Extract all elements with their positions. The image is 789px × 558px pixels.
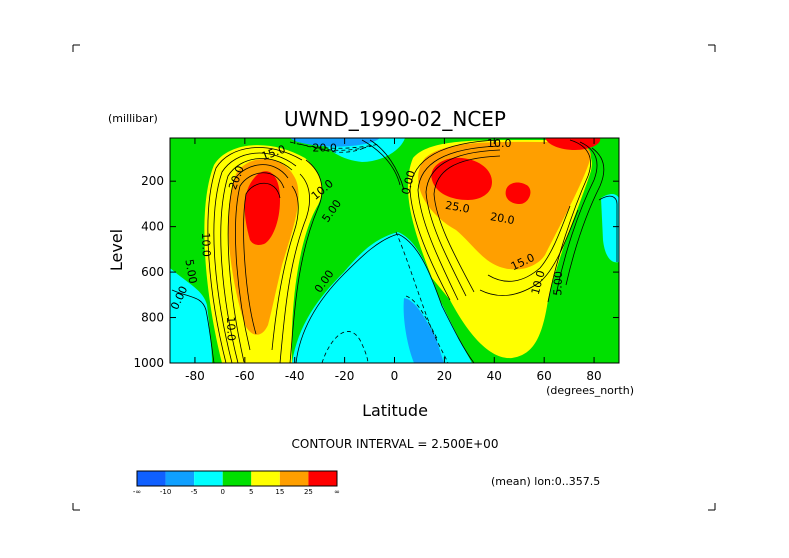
contour-line	[433, 155, 501, 293]
y-tick-label: 200	[141, 174, 164, 188]
contour-line-negative	[289, 141, 381, 149]
contour-value-label: 5.00	[551, 271, 565, 296]
contour-line	[171, 289, 215, 363]
contour-value-label: 20.0	[312, 142, 337, 155]
colorbar-swatch	[165, 471, 195, 486]
contour-value-label: 10.0	[529, 269, 548, 296]
footer-note: (mean) lon:0..357.5	[491, 475, 600, 488]
y-tick-label: 400	[141, 220, 164, 234]
colorbar-swatch	[279, 471, 309, 486]
nh-jet-red-small	[505, 182, 531, 204]
blue-region-equator	[403, 298, 444, 363]
x-tick-label: 40	[487, 369, 502, 383]
contour-line	[417, 145, 501, 301]
nh-jet-red-top	[545, 138, 601, 150]
x-tick-label: 80	[586, 369, 601, 383]
contour-line	[227, 164, 289, 363]
contour-line	[369, 139, 405, 191]
x-axis: -80 -60 -40 -20 0 20 40 60 80	[185, 138, 602, 383]
contour-value-label: 20.0	[489, 210, 515, 227]
contour-line	[289, 159, 323, 363]
contour-line-negative	[395, 231, 449, 363]
contour-interval-text: CONTOUR INTERVAL = 2.500E+00	[292, 437, 499, 451]
y-axis-title: Level	[107, 229, 126, 271]
x-tick-label: -80	[185, 369, 205, 383]
x-tick-label: 20	[437, 369, 452, 383]
contour-value-label: 10.0	[224, 316, 238, 341]
chart-title: UWND_1990-02_NCEP	[284, 107, 506, 131]
contour-line-negative	[311, 145, 365, 153]
contour-line	[220, 158, 293, 363]
contour-line	[565, 147, 605, 286]
contour-line	[361, 139, 401, 186]
contour-line	[425, 149, 501, 297]
colorbar-tick-label: ∞	[334, 488, 340, 496]
x-axis-title: Latitude	[362, 401, 428, 420]
crop-mark-top-right	[708, 44, 716, 52]
colorbar-tick-label: 25	[304, 488, 313, 496]
x-tick-label: -20	[335, 369, 355, 383]
x-tick-label: 60	[537, 369, 552, 383]
colorbar-swatch	[137, 471, 166, 486]
sh-jet-red	[244, 171, 280, 245]
contour-line	[271, 185, 299, 351]
contour-line	[555, 141, 598, 296]
colorbar-tick-label: 0	[220, 488, 224, 496]
colorbar-swatch	[308, 471, 337, 486]
colorbar-tick-label: 5	[249, 488, 253, 496]
contour-value-label: 10.0	[199, 232, 213, 257]
y-tick-label: 800	[141, 311, 164, 325]
crop-marks	[72, 44, 716, 511]
cyan-region-north-pole	[601, 194, 619, 263]
y-tick-label: 1000	[133, 356, 164, 370]
contour-line	[243, 182, 281, 335]
colorbar-frame	[136, 470, 338, 487]
x-tick-label: -40	[285, 369, 305, 383]
crop-mark-bottom-right	[708, 503, 716, 511]
x-tick-label: 0	[391, 369, 399, 383]
colorbar-tick-label: 15	[275, 488, 284, 496]
contour-line	[598, 195, 618, 262]
cyan-region-south-pole	[170, 268, 212, 363]
y-axis: 200 400 600 800 1000	[133, 174, 619, 370]
x-tick-label: -60	[235, 369, 255, 383]
contour-line	[235, 172, 285, 351]
nh-jet-red	[431, 157, 492, 200]
crop-mark-bottom-left	[72, 503, 80, 511]
contour-line-negative	[405, 295, 439, 341]
plot-area: 20.015.010.05.0010.05.000.0010.00.000.00…	[170, 137, 619, 363]
contour-line-negative	[299, 143, 373, 151]
contour-value-label: 5.00	[182, 258, 199, 284]
colorbar-swatch	[222, 471, 252, 486]
contour-line	[409, 139, 501, 301]
contour-line	[479, 209, 579, 296]
contour-line	[279, 173, 310, 363]
contour-line	[207, 147, 303, 363]
contour-value-label: 10.0	[487, 137, 512, 150]
contour-line-negative	[321, 331, 369, 363]
contour-line	[213, 152, 297, 363]
blue-region-stratosphere	[290, 138, 380, 147]
contour-value-label: 0.00	[399, 169, 418, 196]
contour-lines	[171, 139, 618, 363]
contour-line	[547, 139, 591, 303]
colorbar-tick-label: -10	[160, 488, 171, 496]
colorbar-tick-label: -∞	[133, 488, 141, 496]
colorbar-swatch	[251, 471, 280, 486]
x-unit-label: (degrees_north)	[546, 384, 634, 397]
colorbar: -∞ -10 -5 0 5 15 25 ∞	[133, 470, 340, 496]
contour-value-label: 25.0	[444, 199, 470, 216]
crop-mark-top-left	[72, 44, 80, 52]
negative-contour-lines	[289, 141, 449, 363]
y-unit-label: (millibar)	[108, 112, 158, 125]
colorbar-tick-label: -5	[191, 488, 198, 496]
colorbar-swatch	[194, 471, 223, 486]
contour-line	[487, 205, 571, 282]
y-tick-label: 600	[141, 265, 164, 279]
contour-line	[295, 233, 475, 363]
